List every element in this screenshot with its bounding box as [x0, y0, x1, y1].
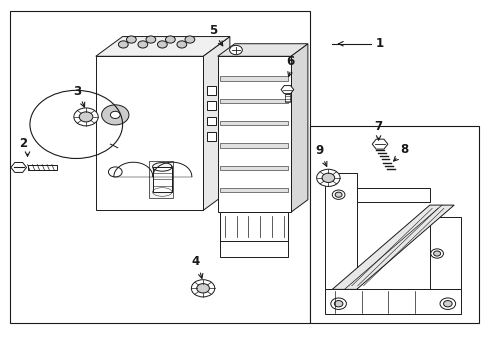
Circle shape — [331, 190, 344, 199]
Bar — [10, 12, 310, 323]
Bar — [217, 56, 290, 212]
Text: 7: 7 — [374, 120, 382, 134]
Bar — [220, 212, 288, 241]
Text: 1: 1 — [375, 37, 384, 50]
Bar — [220, 241, 288, 257]
Circle shape — [165, 36, 175, 43]
Bar — [310, 126, 478, 323]
Circle shape — [79, 112, 93, 122]
Bar — [220, 121, 288, 125]
Bar — [206, 132, 215, 141]
Bar — [206, 117, 215, 125]
Polygon shape — [331, 205, 453, 289]
Polygon shape — [203, 37, 229, 211]
Bar — [325, 173, 356, 289]
Bar — [27, 165, 57, 170]
Circle shape — [126, 36, 136, 43]
Circle shape — [108, 167, 122, 177]
Bar — [220, 99, 288, 103]
Bar — [356, 188, 429, 202]
Circle shape — [74, 108, 98, 126]
Text: 8: 8 — [400, 143, 408, 156]
Polygon shape — [11, 162, 26, 172]
Bar — [206, 101, 215, 110]
Text: 2: 2 — [19, 136, 27, 149]
Circle shape — [433, 251, 440, 256]
Text: 9: 9 — [315, 144, 323, 157]
Bar — [429, 217, 461, 289]
Bar — [96, 56, 203, 211]
Circle shape — [334, 192, 342, 197]
Text: 4: 4 — [191, 255, 200, 268]
Text: 6: 6 — [286, 55, 294, 68]
Circle shape — [110, 111, 120, 118]
Circle shape — [177, 41, 186, 48]
Circle shape — [146, 36, 156, 43]
Polygon shape — [217, 44, 307, 56]
Bar — [206, 86, 215, 95]
Bar — [152, 167, 172, 192]
Circle shape — [157, 41, 167, 48]
Circle shape — [439, 298, 455, 310]
Bar — [220, 166, 288, 170]
Polygon shape — [96, 37, 229, 56]
Polygon shape — [290, 44, 307, 212]
Bar — [220, 143, 288, 148]
Circle shape — [229, 45, 242, 55]
Circle shape — [443, 301, 451, 307]
Polygon shape — [371, 139, 387, 149]
Bar — [325, 289, 461, 315]
Circle shape — [322, 173, 334, 183]
Bar — [220, 76, 288, 81]
Circle shape — [191, 280, 214, 297]
Circle shape — [430, 249, 443, 258]
Circle shape — [330, 298, 346, 310]
Polygon shape — [149, 161, 173, 198]
Circle shape — [102, 105, 129, 125]
Circle shape — [334, 301, 342, 307]
Circle shape — [118, 41, 128, 48]
Bar — [285, 94, 289, 102]
Circle shape — [316, 169, 339, 186]
Bar — [220, 188, 288, 192]
Circle shape — [184, 36, 194, 43]
Text: 3: 3 — [74, 85, 81, 98]
Circle shape — [138, 41, 147, 48]
Text: 5: 5 — [209, 23, 217, 37]
Circle shape — [196, 284, 209, 293]
Polygon shape — [281, 86, 293, 94]
